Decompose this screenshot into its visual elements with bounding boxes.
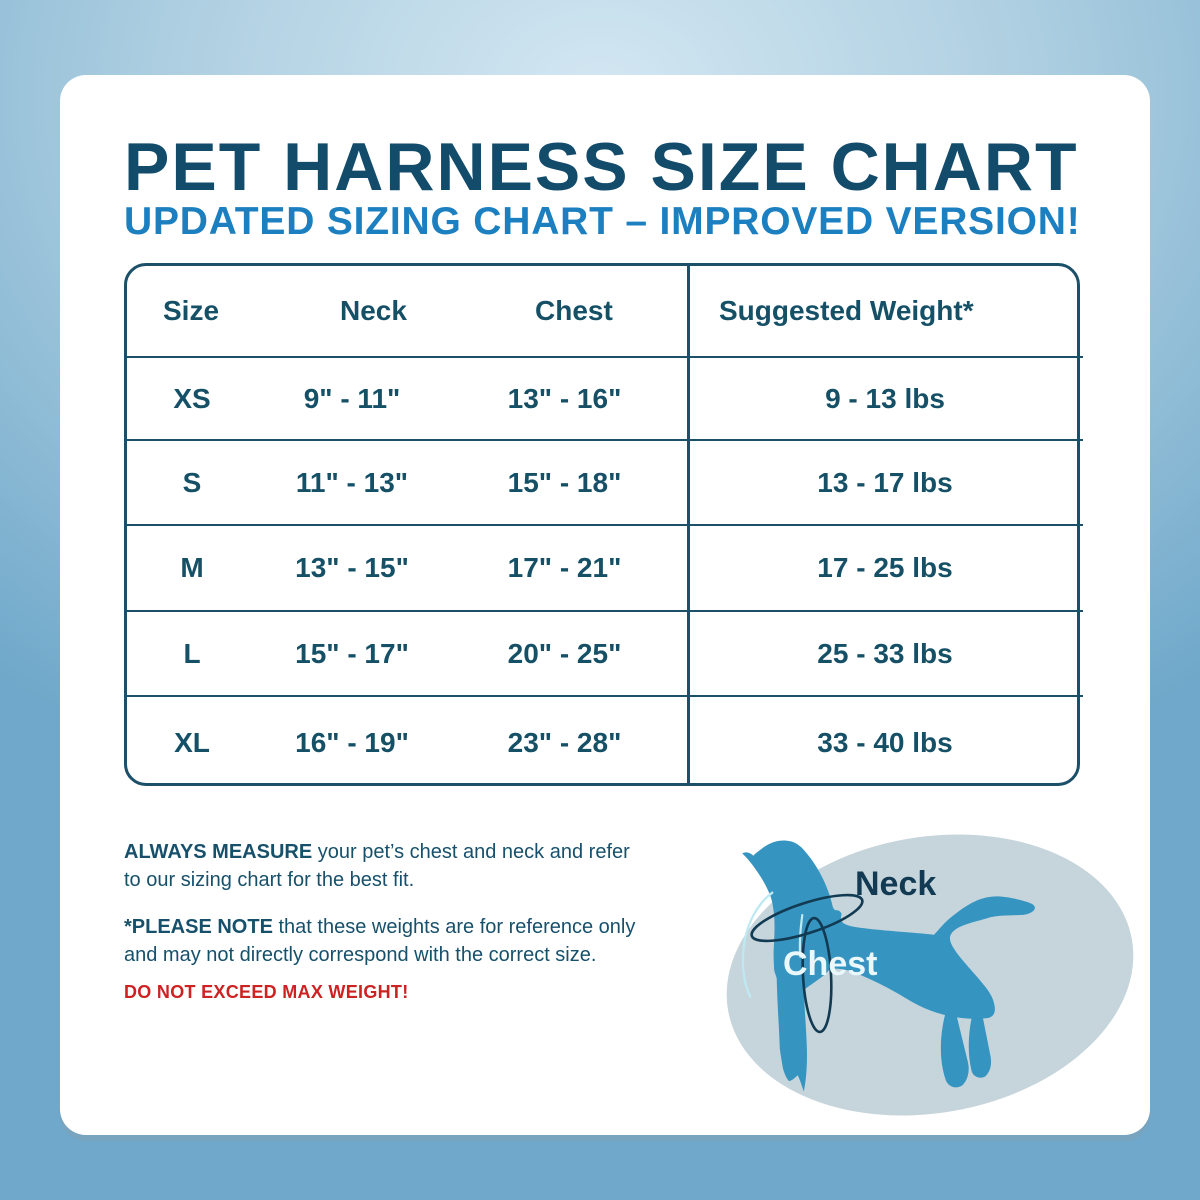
svg-text:Neck: Neck	[855, 865, 936, 903]
svg-text:Chest: Chest	[783, 945, 877, 983]
